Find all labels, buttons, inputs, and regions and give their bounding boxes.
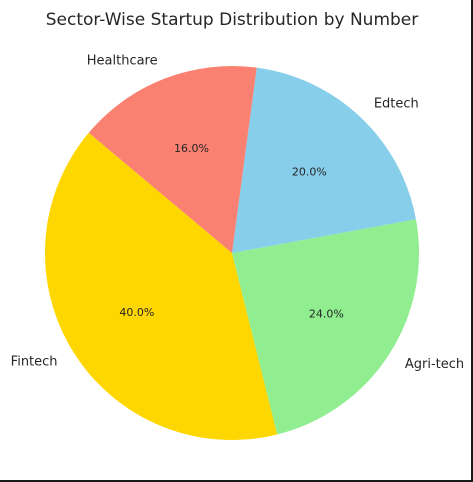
- pie-slice-agri-tech: [232, 219, 420, 435]
- pie-slices: [44, 65, 420, 441]
- pie-slice-healthcare: [88, 65, 257, 253]
- slice-percent-healthcare: 16.0%: [174, 142, 209, 155]
- chart-title: Sector-Wise Startup Distribution by Numb…: [46, 10, 419, 30]
- slice-label-edtech: Edtech: [374, 97, 419, 112]
- pie-labels: Fintech 40.0% Agri-tech 24.0% Edtech 20.0% Hea…: [11, 54, 464, 372]
- slice-label-fintech: Fintech: [11, 355, 58, 370]
- slice-percent-fintech: 40.0%: [119, 306, 154, 319]
- slice-label-agri-tech: Agri-tech: [405, 357, 464, 372]
- slice-label-healthcare: Healthcare: [87, 54, 158, 69]
- slice-percent-edtech: 20.0%: [292, 165, 327, 178]
- pie-slice-fintech: [44, 132, 278, 441]
- slice-percent-agri-tech: 24.0%: [309, 307, 344, 320]
- pie-slice-edtech: [232, 67, 416, 253]
